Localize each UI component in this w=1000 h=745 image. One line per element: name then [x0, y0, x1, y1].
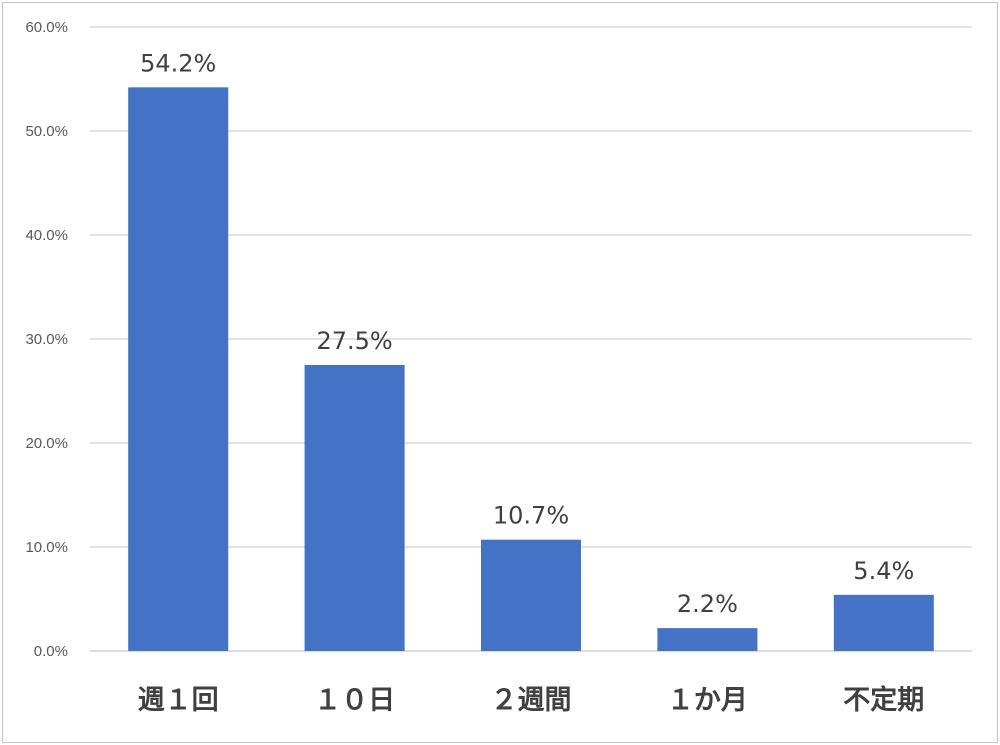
- data-label: 5.4%: [853, 557, 914, 585]
- y-tick-label: 0.0%: [34, 643, 68, 660]
- y-axis: 0.0% 10.0% 20.0% 30.0% 40.0% 50.0% 60.0%: [25, 19, 68, 660]
- data-label: 2.2%: [677, 590, 738, 618]
- category-label: ２週間: [491, 685, 572, 716]
- data-label: 27.5%: [316, 327, 392, 355]
- y-tick-label: 60.0%: [25, 19, 68, 36]
- category-label: 不定期: [843, 684, 924, 716]
- y-tick-label: 30.0%: [25, 331, 68, 348]
- data-label: 10.7%: [493, 502, 569, 530]
- bar: [657, 628, 758, 651]
- category-label: １か月: [667, 685, 748, 716]
- y-tick-label: 40.0%: [25, 227, 68, 244]
- y-tick-label: 20.0%: [25, 435, 68, 452]
- y-tick-label: 10.0%: [25, 539, 68, 556]
- data-label: 54.2%: [140, 49, 216, 77]
- category-label: １０日: [314, 685, 395, 716]
- bar: [304, 365, 405, 651]
- bar: [833, 594, 934, 651]
- grid-layer: [90, 26, 972, 652]
- bars: [128, 87, 934, 651]
- y-tick-label: 50.0%: [25, 123, 68, 140]
- data-labels: 54.2% 27.5% 10.7% 2.2% 5.4%: [140, 49, 914, 618]
- category-label: 週１回: [138, 685, 219, 716]
- bar: [128, 87, 229, 651]
- bar: [481, 539, 581, 651]
- x-axis: 週１回 １０日 ２週間 １か月 不定期: [138, 684, 925, 716]
